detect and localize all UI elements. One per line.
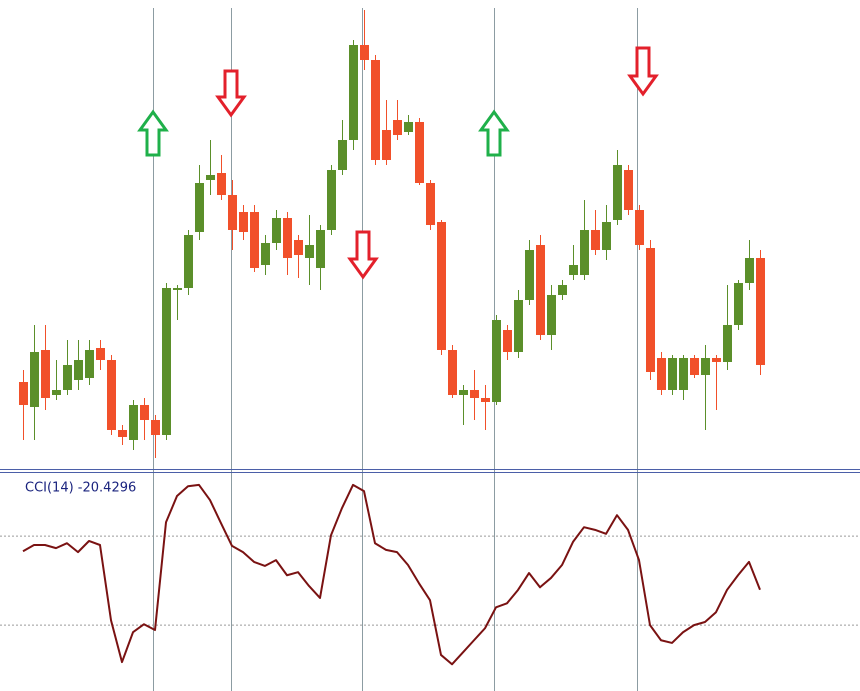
- candle-body: [745, 258, 754, 283]
- candle-body: [118, 430, 127, 437]
- candle-body: [30, 352, 39, 407]
- candle-body: [503, 330, 512, 352]
- candle-body: [52, 390, 61, 395]
- candle-body: [338, 140, 347, 170]
- candle-body: [404, 122, 413, 132]
- indicator-panel: [0, 483, 860, 666]
- candle-body: [74, 360, 83, 380]
- candle-body: [536, 245, 545, 335]
- arrows: [137, 46, 659, 280]
- candle-body: [184, 235, 193, 288]
- candle-body: [635, 210, 644, 245]
- candle-body: [272, 218, 281, 243]
- candle-body: [668, 358, 677, 390]
- candle-body: [459, 390, 468, 395]
- candle-body: [624, 170, 633, 210]
- candle-body: [217, 173, 226, 195]
- candle-body: [470, 390, 479, 398]
- candle-body: [327, 170, 336, 230]
- candle-body: [371, 60, 380, 160]
- candle-body: [129, 405, 138, 440]
- candle-body: [250, 212, 259, 268]
- candle-body: [151, 420, 160, 435]
- candle-body: [360, 45, 369, 60]
- candle-body: [723, 325, 732, 362]
- candle-body: [239, 212, 248, 232]
- candle-body: [63, 365, 72, 390]
- candle-body: [316, 230, 325, 268]
- candle-body: [426, 183, 435, 225]
- candle-body: [437, 222, 446, 350]
- candle-body: [591, 230, 600, 250]
- candle-body: [657, 358, 666, 390]
- candle-body: [690, 358, 699, 375]
- buy-arrow: [478, 109, 510, 157]
- candle-body: [96, 348, 105, 360]
- candle-body: [602, 222, 611, 250]
- candle-body: [19, 382, 28, 405]
- candle-body: [294, 240, 303, 255]
- candle-body: [107, 360, 116, 430]
- sell-arrow: [347, 230, 379, 280]
- candle-body: [382, 130, 391, 160]
- candle-body: [173, 288, 182, 290]
- candle-body: [701, 358, 710, 375]
- candle-body: [393, 120, 402, 135]
- sell-arrow: [215, 69, 247, 118]
- candle-body: [283, 218, 292, 258]
- candle-body: [305, 245, 314, 258]
- candle-body: [349, 45, 358, 140]
- candle-body: [514, 300, 523, 352]
- candle-body: [85, 350, 94, 378]
- sell-arrow: [627, 46, 659, 97]
- cci-line: [22, 483, 761, 666]
- price-panel: [19, 10, 765, 458]
- buy-arrow: [137, 109, 169, 157]
- candle-body: [558, 285, 567, 295]
- candle-body: [580, 230, 589, 275]
- candle-body: [569, 265, 578, 275]
- candle-body: [206, 175, 215, 180]
- candle-body: [756, 258, 765, 365]
- candle-body: [734, 283, 743, 325]
- candle-body: [679, 358, 688, 390]
- candle-body: [481, 398, 490, 402]
- candle-body: [195, 183, 204, 232]
- candle-body: [228, 195, 237, 230]
- candle-body: [525, 250, 534, 300]
- candle-body: [140, 405, 149, 420]
- candle-body: [448, 350, 457, 395]
- candle-body: [492, 320, 501, 402]
- candle-body: [415, 122, 424, 183]
- candle-body: [646, 248, 655, 372]
- candle-body: [41, 350, 50, 398]
- candle-body: [613, 165, 622, 220]
- candle-body: [162, 288, 171, 435]
- indicator-title: CCI(14) -20.4296: [25, 481, 136, 496]
- candle-body: [261, 243, 270, 265]
- candle-body: [547, 295, 556, 335]
- candle-body: [712, 358, 721, 362]
